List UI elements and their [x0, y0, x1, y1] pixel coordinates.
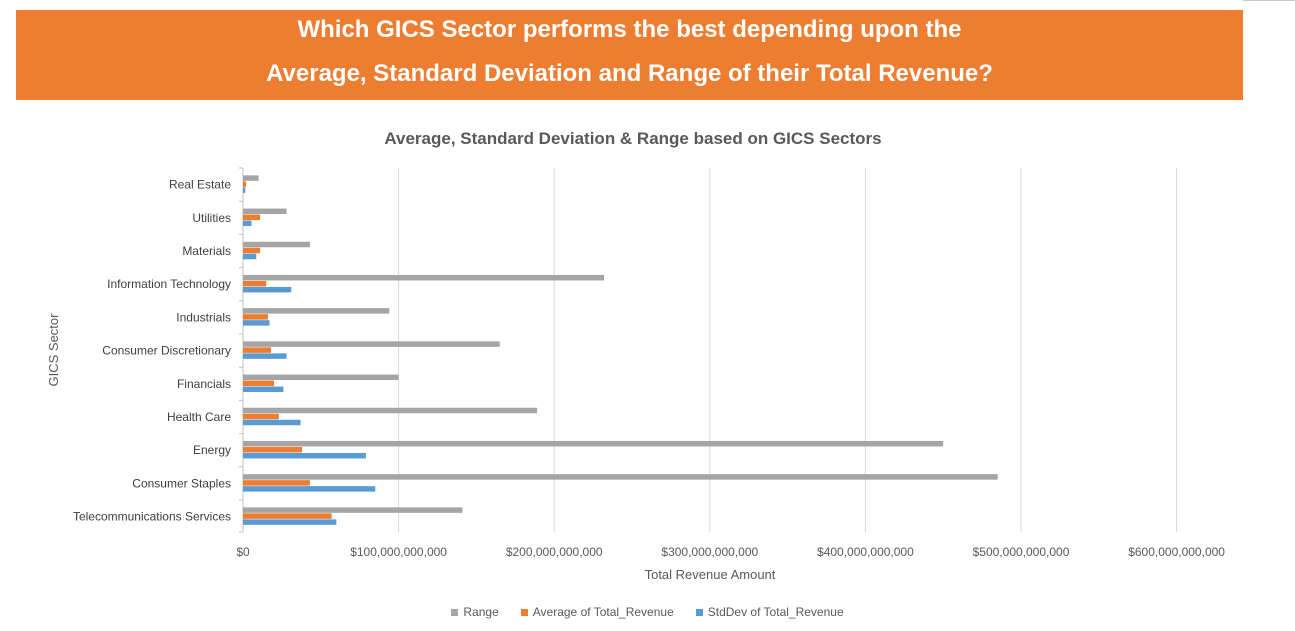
x-tick-label: $100,000,000,000 — [350, 545, 447, 559]
y-tick-label: Industrials — [176, 310, 231, 324]
bar-stddev-of-total-revenue — [243, 253, 257, 260]
legend-item: Range — [451, 605, 499, 619]
y-tick-label: Materials — [182, 244, 231, 258]
y-axis-title: GICS Sector — [46, 313, 61, 387]
bar-stddev-of-total-revenue — [243, 187, 246, 193]
bar-stddev-of-total-revenue — [243, 386, 284, 393]
bar-stddev-of-total-revenue — [243, 320, 270, 326]
y-tick-label: Real Estate — [169, 178, 231, 192]
bar-stddev-of-total-revenue — [243, 519, 337, 525]
bar-stddev-of-total-revenue — [243, 220, 252, 227]
bar-range — [243, 208, 287, 215]
banner-line-2: Average, Standard Deviation and Range of… — [266, 60, 993, 87]
bar-range — [243, 374, 399, 381]
x-tick-label: $500,000,000,000 — [973, 545, 1070, 559]
bar-average-of-total-revenue — [243, 247, 261, 254]
x-tick-label: $0 — [236, 545, 250, 559]
bar-range — [243, 308, 390, 314]
bar-average-of-total-revenue — [243, 446, 303, 453]
legend-label: StdDev of Total_Revenue — [707, 605, 844, 619]
y-tick-label: Consumer Staples — [132, 476, 231, 490]
bar-range — [243, 175, 259, 181]
x-tick-label: $200,000,000,000 — [506, 545, 603, 559]
legend-swatch — [451, 608, 459, 616]
y-tick-label: Energy — [193, 443, 231, 457]
bar-range — [243, 341, 500, 347]
bar-stddev-of-total-revenue — [243, 419, 301, 426]
x-tick-label: $400,000,000,000 — [817, 545, 914, 559]
title-banner: Which GICS Sector performs the best depe… — [16, 10, 1243, 100]
y-tick-label: Utilities — [192, 211, 231, 225]
x-axis-title: Total Revenue Amount — [645, 567, 776, 582]
bar-range — [243, 274, 604, 281]
bar-average-of-total-revenue — [243, 314, 268, 320]
bar-stddev-of-total-revenue — [243, 353, 287, 359]
x-tick-label: $600,000,000,000 — [1128, 545, 1225, 559]
bar-range — [243, 241, 310, 248]
bar-average-of-total-revenue — [243, 280, 267, 287]
bar-chart: Average, Standard Deviation & Range base… — [46, 129, 1225, 582]
bar-stddev-of-total-revenue — [243, 286, 292, 293]
banner-line-1: Which GICS Sector performs the best depe… — [297, 16, 962, 43]
legend-swatch — [695, 608, 703, 616]
bar-average-of-total-revenue — [243, 480, 310, 486]
bar-stddev-of-total-revenue — [243, 452, 366, 459]
bar-range — [243, 474, 998, 480]
x-tick-label: $300,000,000,000 — [661, 545, 758, 559]
y-tick-label: Telecommunications Services — [73, 510, 231, 524]
chart-title: Average, Standard Deviation & Range base… — [384, 129, 881, 148]
top-border-line — [1243, 0, 1295, 1]
legend-label: Range — [463, 605, 499, 619]
bar-average-of-total-revenue — [243, 413, 279, 420]
legend-item: StdDev of Total_Revenue — [695, 605, 844, 619]
bar-range — [243, 507, 463, 513]
y-tick-label: Health Care — [167, 410, 231, 424]
bar-average-of-total-revenue — [243, 513, 332, 519]
y-tick-label: Information Technology — [107, 277, 231, 291]
legend-item: Average of Total_Revenue — [520, 605, 674, 619]
bar-range — [243, 440, 944, 447]
bar-average-of-total-revenue — [243, 214, 261, 221]
bar-average-of-total-revenue — [243, 181, 247, 187]
legend-swatch — [520, 608, 528, 616]
bar-range — [243, 407, 538, 414]
bar-stddev-of-total-revenue — [243, 486, 376, 492]
legend-label: Average of Total_Revenue — [532, 605, 674, 619]
chart-legend: Range Average of Total_Revenue StdDev of T… — [0, 605, 1295, 619]
bar-average-of-total-revenue — [243, 347, 272, 353]
y-tick-label: Consumer Discretionary — [102, 344, 231, 358]
bar-average-of-total-revenue — [243, 380, 275, 387]
y-tick-label: Financials — [177, 377, 231, 391]
